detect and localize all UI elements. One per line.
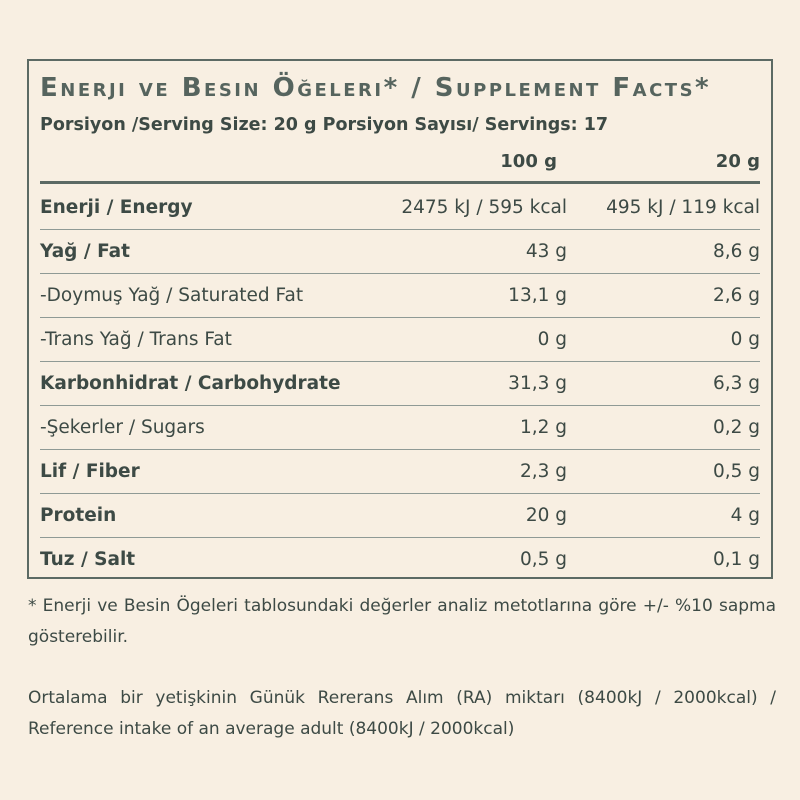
value-per-20g: 4 g xyxy=(730,505,760,526)
value-per-20g: 495 kJ / 119 kcal xyxy=(606,197,760,218)
reference-intake-note: Ortalama bir yetişkinin Günük Rererans A… xyxy=(28,688,776,739)
nutrient-name: -Şekerler / Sugars xyxy=(40,417,205,438)
value-per-100g: 31,3 g xyxy=(508,373,567,394)
value-per-20g: 2,6 g xyxy=(712,285,760,306)
value-per-100g: 43 g xyxy=(525,241,567,262)
value-per-100g: 0 g xyxy=(537,329,567,350)
header-divider xyxy=(40,181,760,184)
value-per-100g: 13,1 g xyxy=(508,285,567,306)
value-per-100g: 2,3 g xyxy=(519,461,567,482)
nutrient-name: -Doymuş Yağ / Saturated Fat xyxy=(40,285,304,306)
nutrient-name: Tuz / Salt xyxy=(40,549,136,570)
value-per-20g: 6,3 g xyxy=(712,373,760,394)
table-row: -Trans Yağ / Trans Fat 0 g 0 g xyxy=(40,318,760,362)
value-per-20g: 0,5 g xyxy=(712,461,760,482)
value-per-20g: 0,1 g xyxy=(712,549,760,570)
nutrient-name: Enerji / Energy xyxy=(40,197,193,218)
nutrient-name: Karbonhidrat / Carbohydrate xyxy=(40,373,341,394)
value-per-100g: 1,2 g xyxy=(519,417,567,438)
value-per-100g: 2475 kJ / 595 kcal xyxy=(401,197,567,218)
table-row: Tuz / Salt 0,5 g 0,1 g xyxy=(40,538,760,582)
table-row: Protein 20 g 4 g xyxy=(40,494,760,538)
nutrient-table: Enerji / Energy 2475 kJ / 595 kcal 495 kJ … xyxy=(40,186,760,582)
panel-title: Enerji ve Besin Öğeleri* / Supplement Fa… xyxy=(40,73,712,103)
analysis-footnote: * Enerji ve Besin Ögeleri tablosundaki d… xyxy=(28,596,776,647)
table-row: Yağ / Fat 43 g 8,6 g xyxy=(40,230,760,274)
value-per-20g: 0 g xyxy=(730,329,760,350)
nutrient-name: Protein xyxy=(40,505,117,526)
value-per-100g: 0,5 g xyxy=(519,549,567,570)
table-row: Enerji / Energy 2475 kJ / 595 kcal 495 kJ … xyxy=(40,186,760,230)
value-per-20g: 8,6 g xyxy=(712,241,760,262)
column-header-20g: 20 g xyxy=(715,151,760,172)
value-per-100g: 20 g xyxy=(525,505,567,526)
nutrient-name: Yağ / Fat xyxy=(40,241,130,262)
value-per-20g: 0,2 g xyxy=(712,417,760,438)
table-row: Karbonhidrat / Carbohydrate 31,3 g 6,3 g xyxy=(40,362,760,406)
column-header-100g: 100 g xyxy=(500,151,557,172)
supplement-facts-panel: Enerji ve Besin Öğeleri* / Supplement Fa… xyxy=(27,59,773,579)
table-row: -Doymuş Yağ / Saturated Fat 13,1 g 2,6 g xyxy=(40,274,760,318)
nutrient-name: -Trans Yağ / Trans Fat xyxy=(40,329,232,350)
serving-info: Porsiyon /Serving Size: 20 g Porsiyon Sa… xyxy=(40,115,609,135)
table-row: Lif / Fiber 2,3 g 0,5 g xyxy=(40,450,760,494)
table-row: -Şekerler / Sugars 1,2 g 0,2 g xyxy=(40,406,760,450)
nutrient-name: Lif / Fiber xyxy=(40,461,140,482)
